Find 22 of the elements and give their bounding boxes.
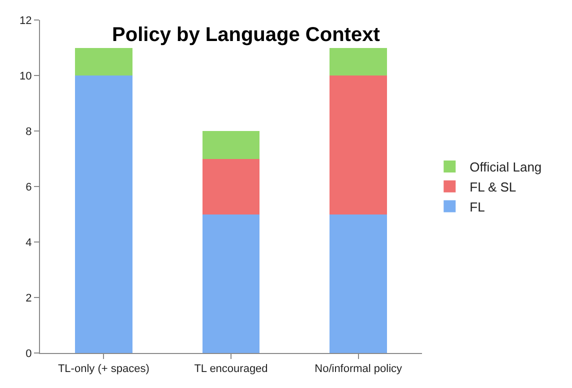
y-tick-label: 12 [20, 14, 32, 27]
bar [330, 48, 387, 76]
y-tick-label: 10 [20, 70, 32, 82]
x-tick-label: TL-only (+ spaces) [58, 363, 150, 376]
x-tick-label: No/informal policy [314, 363, 403, 376]
y-tick-label: 8 [26, 126, 32, 138]
legend-label: FL [470, 199, 485, 214]
bar [330, 214, 387, 353]
y-tick-label: 6 [26, 181, 32, 194]
bar [202, 214, 260, 353]
y-tick-label: 2 [26, 292, 32, 304]
bar [75, 76, 132, 353]
bar [202, 131, 260, 159]
bar [330, 76, 387, 214]
bar [75, 48, 132, 76]
chart-title: Policy by Language Context [112, 24, 380, 46]
legend-label: FL & SL [470, 179, 516, 194]
legend-label: Official Lang [470, 160, 542, 175]
y-tick-label: 4 [26, 236, 32, 249]
x-tick-label: TL encouraged [194, 363, 268, 376]
bar [202, 158, 260, 214]
y-tick-label: 0 [26, 348, 32, 360]
